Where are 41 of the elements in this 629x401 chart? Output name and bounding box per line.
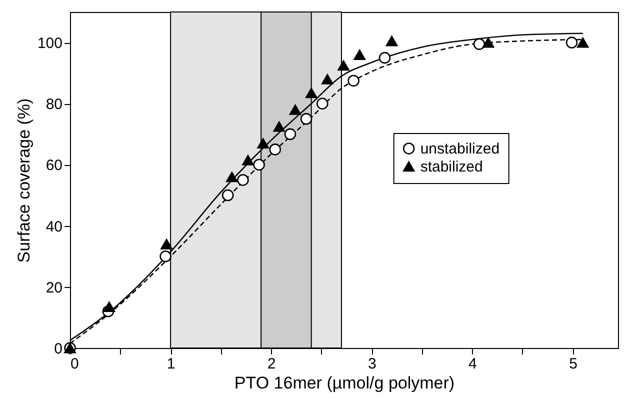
point	[160, 250, 172, 262]
point	[305, 88, 318, 98]
y-tick-label: 40	[46, 218, 62, 236]
point	[316, 98, 328, 110]
x-tick-label: 1	[166, 356, 176, 372]
x-tick-label: 4	[468, 356, 477, 372]
point	[222, 189, 234, 202]
x-tick-label: 3	[368, 356, 376, 372]
x-axis-title: PTO 16mer (µmol/g polymer)	[234, 374, 455, 392]
point	[566, 36, 578, 48]
point	[242, 154, 254, 166]
point	[482, 37, 494, 48]
point	[237, 174, 249, 186]
point	[348, 74, 360, 87]
point	[289, 104, 302, 115]
y-tick-label: 20	[46, 279, 62, 296]
point	[160, 238, 172, 250]
x-tick-label: 2	[267, 356, 276, 372]
point	[226, 172, 238, 182]
point	[269, 144, 282, 156]
point	[300, 113, 312, 125]
point	[338, 60, 350, 71]
legend-label: unstabilized	[420, 140, 500, 158]
point	[576, 37, 589, 48]
y-tick-label: 0	[54, 340, 62, 358]
legend-label: stabilized	[420, 158, 483, 176]
y-tick-label: 60	[46, 157, 62, 174]
x-tick-label: 0	[70, 356, 79, 372]
point	[103, 302, 116, 312]
y-axis-title: Surface coverage (%)	[14, 98, 34, 263]
x-tick-label: 5	[569, 356, 578, 372]
y-tick-label: 100	[37, 35, 62, 52]
point	[386, 36, 398, 46]
point	[284, 128, 296, 140]
point	[378, 52, 391, 64]
point	[322, 74, 334, 84]
point	[354, 50, 366, 60]
point	[257, 138, 269, 149]
point	[273, 121, 286, 132]
point	[253, 158, 265, 171]
y-tick-label: 80	[46, 96, 62, 114]
